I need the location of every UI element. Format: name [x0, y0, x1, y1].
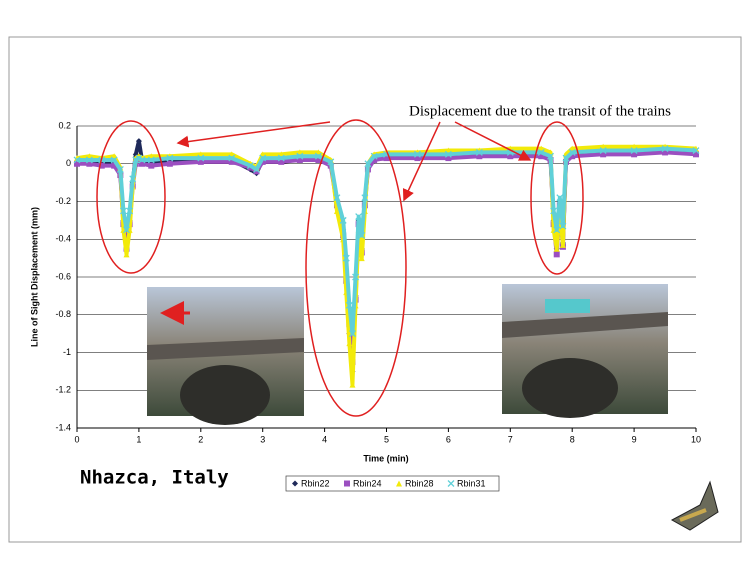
y-tick-label: 0.2	[58, 120, 71, 130]
y-axis-label: Line of Sight Displacement (mm)	[29, 207, 39, 347]
x-tick-label: 8	[570, 434, 575, 444]
y-tick-label: -0.2	[55, 196, 71, 206]
marker	[148, 163, 154, 169]
x-tick-label: 9	[632, 434, 637, 444]
x-tick-label: 3	[260, 434, 265, 444]
logo	[672, 482, 718, 530]
y-tick-label: -1.2	[55, 385, 71, 395]
caption: Nhazca, Italy	[80, 467, 229, 489]
legend-label: Rbin24	[353, 478, 382, 488]
y-tick-label: 0	[66, 158, 71, 168]
marker	[167, 161, 173, 167]
arrow	[178, 122, 330, 143]
slide: 0.20-0.2-0.4-0.6-0.8-1-1.2-1.40123456789…	[0, 0, 749, 578]
legend-label: Rbin28	[405, 478, 434, 488]
annotation: Displacement due to the transit of the t…	[409, 103, 671, 119]
y-tick-label: -1	[63, 347, 71, 357]
arrow	[404, 122, 440, 200]
x-axis-label: Time (min)	[363, 453, 408, 463]
photo-train	[545, 299, 590, 313]
x-tick-label: 4	[322, 434, 327, 444]
x-tick-label: 2	[198, 434, 203, 444]
photo-arch	[522, 358, 618, 418]
marker	[344, 481, 350, 487]
marker	[554, 251, 560, 257]
x-tick-label: 0	[74, 434, 79, 444]
x-tick-label: 5	[384, 434, 389, 444]
photo-arch	[180, 365, 270, 425]
y-tick-label: -0.8	[55, 309, 71, 319]
y-tick-label: -0.6	[55, 271, 71, 281]
legend-label: Rbin31	[457, 478, 486, 488]
x-tick-label: 10	[691, 434, 701, 444]
x-tick-label: 7	[508, 434, 513, 444]
y-tick-label: -0.4	[55, 234, 71, 244]
y-tick-label: -1.4	[55, 422, 71, 432]
legend-label: Rbin22	[301, 478, 330, 488]
x-tick-label: 6	[446, 434, 451, 444]
logo-shape	[672, 482, 718, 530]
x-tick-label: 1	[136, 434, 141, 444]
